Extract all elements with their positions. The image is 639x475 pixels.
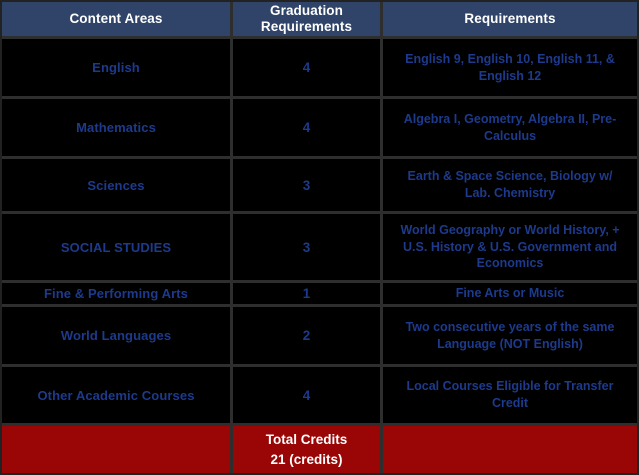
column-header-content-areas: Content Areas [2,2,230,36]
total-credits-label: Total Credits [265,431,348,447]
credits-cell: 1 [233,283,380,304]
content-area-cell: Fine & Performing Arts [2,283,230,304]
footer-empty-right-cell [383,426,637,473]
requirements-cell: Local Courses Eligible for Transfer Cred… [383,367,637,423]
credits-cell: 2 [233,307,380,364]
requirements-cell: Two consecutive years of the same Langua… [383,307,637,364]
credits-cell: 3 [233,214,380,280]
requirements-cell: Algebra I, Geometry, Algebra II, Pre-Cal… [383,99,637,156]
column-header-requirements: Requirements [383,2,637,36]
credits-cell: 4 [233,99,380,156]
column-header-graduation-requirements: Graduation Requirements [233,2,380,36]
credits-cell: 3 [233,159,380,211]
total-credits-value: 21 (credits) [270,451,343,467]
requirements-cell: English 9, English 10, English 11, & Eng… [383,39,637,96]
credits-cell: 4 [233,39,380,96]
content-area-cell: SOCIAL STUDIES [2,214,230,280]
credits-cell: 4 [233,367,380,423]
requirements-cell: Earth & Space Science, Biology w/ Lab. C… [383,159,637,211]
requirements-cell: World Geography or World History, + U.S.… [383,214,637,280]
content-area-cell: Sciences [2,159,230,211]
content-area-cell: Other Academic Courses [2,367,230,423]
total-credits-cell: Total Credits 21 (credits) [233,426,380,473]
requirements-cell: Fine Arts or Music [383,283,637,304]
content-area-cell: World Languages [2,307,230,364]
content-area-cell: Mathematics [2,99,230,156]
footer-empty-left-cell [2,426,230,473]
content-area-cell: English [2,39,230,96]
